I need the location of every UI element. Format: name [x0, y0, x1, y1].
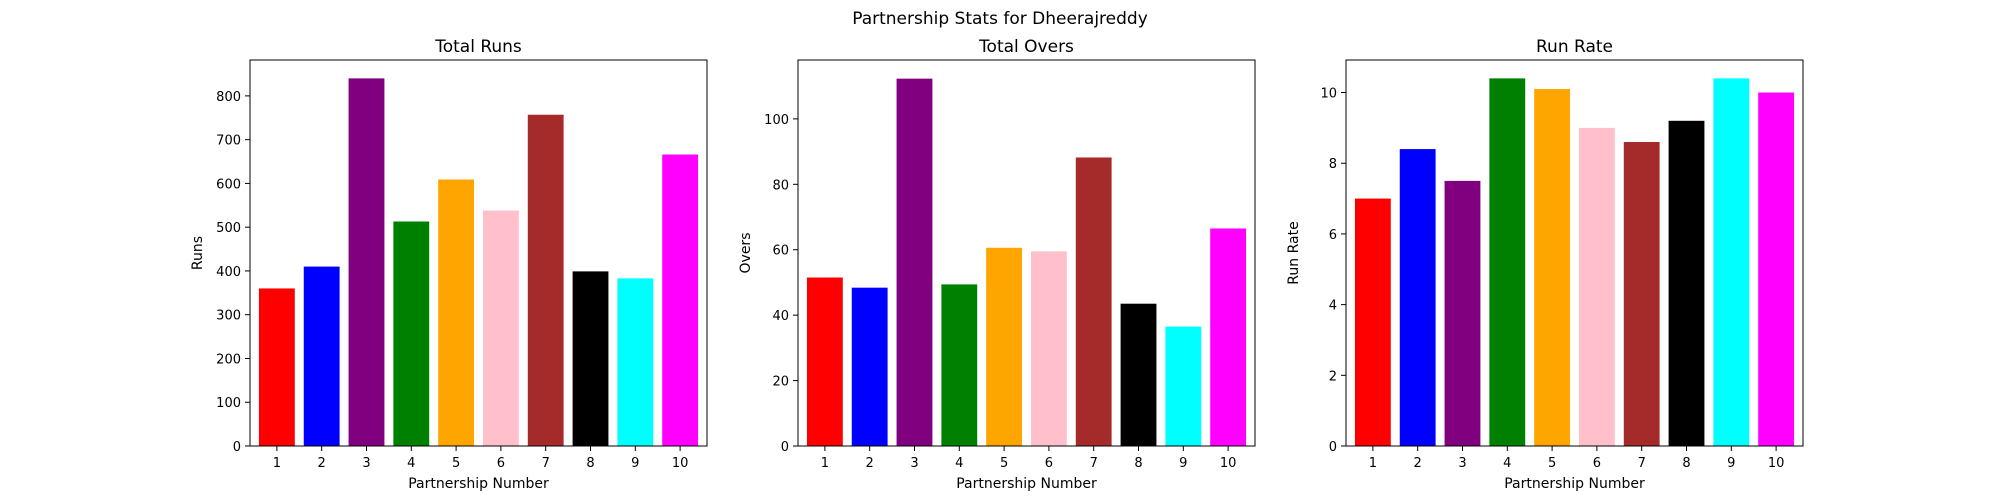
y-tick-label: 100 — [216, 396, 241, 411]
bar-3-4 — [1489, 78, 1526, 446]
bar-3-6 — [1578, 127, 1615, 447]
x-tick-label: 10 — [1768, 456, 1785, 471]
subplot-title: Total Runs — [434, 37, 522, 57]
x-tick-label: 10 — [672, 456, 689, 471]
bar-3-3 — [1444, 180, 1481, 446]
bar-2-2 — [851, 287, 888, 446]
x-tick-label: 1 — [821, 456, 829, 471]
bar-1-1 — [258, 288, 295, 446]
bar-3-10 — [1758, 92, 1795, 447]
bar-1-2 — [303, 266, 340, 446]
bar-2-8 — [1120, 303, 1157, 446]
bar-2-5 — [986, 247, 1023, 446]
y-tick-label: 300 — [216, 309, 241, 324]
y-tick-label: 40 — [772, 309, 789, 324]
x-tick-label: 9 — [631, 456, 639, 471]
x-tick-label: 9 — [1727, 456, 1735, 471]
y-tick-label: 100 — [764, 113, 789, 128]
x-tick-label: 4 — [955, 456, 963, 471]
bar-3-9 — [1713, 78, 1750, 446]
figure-title: Partnership Stats for Dheerajreddy — [852, 9, 1148, 29]
x-tick-label: 7 — [542, 456, 550, 471]
x-tick-label: 7 — [1638, 456, 1646, 471]
bar-1-3 — [348, 78, 385, 446]
y-tick-label: 10 — [1320, 87, 1337, 102]
y-tick-label: 20 — [772, 375, 789, 390]
y-tick-label: 400 — [216, 265, 241, 280]
x-tick-label: 5 — [1000, 456, 1008, 471]
x-tick-label: 10 — [1220, 456, 1237, 471]
y-tick-label: 0 — [781, 440, 789, 455]
bar-2-4 — [941, 284, 978, 446]
bar-2-6 — [1030, 251, 1067, 446]
x-tick-label: 3 — [362, 456, 370, 471]
y-tick-label: 600 — [216, 177, 241, 192]
bar-3-5 — [1534, 88, 1571, 447]
bar-3-7 — [1623, 142, 1660, 446]
x-tick-label: 5 — [452, 456, 460, 471]
y-axis-label: Overs — [738, 233, 754, 274]
plot-frame — [797, 59, 1256, 447]
x-tick-label: 1 — [1369, 456, 1377, 471]
x-tick-label: 6 — [1593, 456, 1601, 471]
x-tick-label: 4 — [407, 456, 415, 471]
x-tick-label: 7 — [1090, 456, 1098, 471]
x-tick-label: 2 — [866, 456, 874, 471]
x-tick-label: 8 — [1682, 456, 1690, 471]
bar-1-9 — [617, 278, 654, 446]
y-tick-label: 0 — [1329, 440, 1337, 455]
y-tick-label: 800 — [216, 90, 241, 105]
bar-2-9 — [1165, 326, 1202, 446]
chart-panel-3: 1 2 3 4 5 6 7 8 9 10 0 2 4 6 8 10 Run Rate Partnership Nu… — [1286, 37, 1804, 492]
y-tick-label: 4 — [1329, 299, 1337, 314]
bar-1-7 — [527, 114, 564, 447]
y-axis-label: Runs — [190, 236, 206, 270]
bar-1-10 — [662, 154, 699, 446]
x-tick-label: 8 — [586, 456, 594, 471]
bar-2-1 — [806, 277, 843, 446]
y-tick-label: 8 — [1329, 157, 1337, 172]
chart-panel-1: 1 2 3 4 5 6 7 8 9 100100200300400500600700800Tota… — [190, 37, 708, 492]
y-tick-label: 700 — [216, 134, 241, 149]
y-axis-label: Run Rate — [1286, 221, 1302, 284]
bar-1-5 — [438, 179, 475, 447]
x-tick-label: 5 — [1548, 456, 1556, 471]
y-tick-label: 500 — [216, 221, 241, 236]
y-tick-label: 200 — [216, 352, 241, 367]
x-tick-label: 4 — [1503, 456, 1511, 471]
x-tick-label: 6 — [1045, 456, 1053, 471]
x-tick-label: 3 — [910, 456, 918, 471]
bar-3-8 — [1668, 120, 1705, 447]
x-axis-label: Partnership Number — [1504, 476, 1645, 492]
bar-2-10 — [1210, 228, 1247, 446]
x-axis-label: Partnership Number — [408, 476, 549, 492]
y-tick-label: 2 — [1329, 369, 1337, 384]
y-tick-label: 0 — [233, 440, 241, 455]
subplot-title: Total Overs — [978, 37, 1074, 57]
x-tick-label: 3 — [1458, 456, 1466, 471]
plot-frame — [249, 59, 708, 447]
bar-2-3 — [896, 78, 933, 447]
x-tick-label: 9 — [1179, 456, 1187, 471]
y-tick-label: 6 — [1329, 228, 1337, 243]
subplot-title: Run Rate — [1536, 37, 1613, 57]
bar-2-7 — [1075, 157, 1112, 447]
x-tick-label: 2 — [1414, 456, 1422, 471]
x-tick-label: 6 — [497, 456, 505, 471]
x-tick-label: 2 — [318, 456, 326, 471]
x-tick-label: 1 — [273, 456, 281, 471]
x-axis-label: Partnership Number — [956, 476, 1097, 492]
plot-frame — [1345, 59, 1804, 447]
y-tick-label: 60 — [772, 244, 789, 259]
y-tick-label: 80 — [772, 178, 789, 193]
bar-1-4 — [393, 221, 430, 446]
bar-3-1 — [1354, 198, 1391, 446]
bar-1-8 — [572, 271, 609, 446]
bar-3-2 — [1399, 149, 1436, 446]
bar-1-6 — [482, 210, 519, 446]
x-tick-label: 8 — [1134, 456, 1142, 471]
